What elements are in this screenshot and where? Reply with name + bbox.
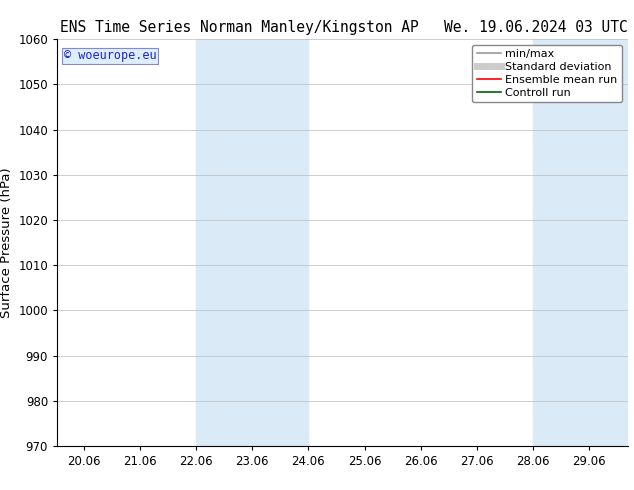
Y-axis label: Surface Pressure (hPa): Surface Pressure (hPa) <box>0 167 13 318</box>
Bar <box>196 39 308 446</box>
Text: We. 19.06.2024 03 UTC: We. 19.06.2024 03 UTC <box>444 20 628 35</box>
Legend: min/max, Standard deviation, Ensemble mean run, Controll run: min/max, Standard deviation, Ensemble me… <box>472 45 622 102</box>
Text: © woeurope.eu: © woeurope.eu <box>64 49 157 62</box>
Text: ENS Time Series Norman Manley/Kingston AP: ENS Time Series Norman Manley/Kingston A… <box>60 20 419 35</box>
Bar <box>533 39 628 446</box>
